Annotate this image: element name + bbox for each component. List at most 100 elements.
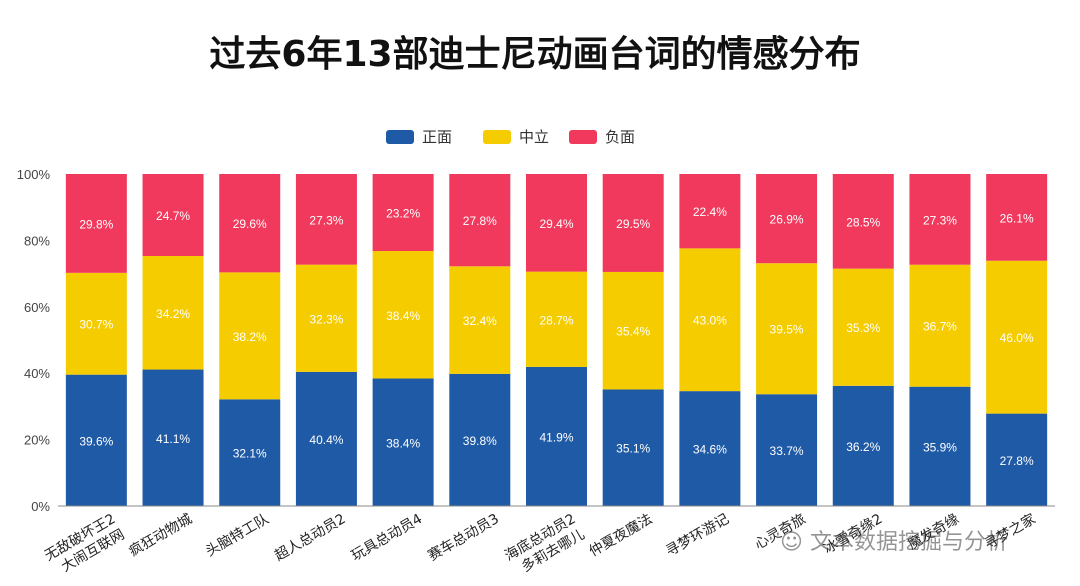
data-label: 24.7% [156,209,190,223]
data-label: 26.1% [1000,211,1034,225]
data-label: 32.4% [463,314,497,328]
bar-segment [602,389,664,506]
bar-segment [295,264,357,372]
data-label: 27.3% [309,213,343,227]
bar-segment [832,174,894,269]
watermark-text: 文本数据挖掘与分析 [809,530,1008,555]
bar-segment [756,394,818,506]
bar-segment [449,174,511,267]
data-label: 38.4% [386,436,420,450]
data-label: 36.2% [846,440,880,454]
bar-segment [142,256,204,370]
bar-segment [449,266,511,374]
bar-segment [372,251,434,379]
bar-segment [679,391,741,506]
bar-segment [219,272,281,400]
y-tick-label: 100% [17,167,51,182]
data-label: 39.5% [770,323,804,337]
x-tick-label-line: 赛车总动员3 [425,510,502,564]
bar-segment [909,386,971,506]
legend-swatch-1 [483,130,511,144]
x-tick-label-line: 头脑特工队 [203,511,272,560]
data-label: 40.4% [309,433,343,447]
data-label: 35.9% [923,440,957,454]
bar-segment [372,174,434,252]
y-tick-label: 60% [24,300,50,315]
x-tick-label: 仲夏夜魔法 [587,511,656,560]
data-label: 30.7% [79,318,113,332]
bar-segment [909,174,971,265]
bar-segment [142,174,204,257]
data-label: 28.7% [539,313,573,327]
data-label: 35.4% [616,325,650,339]
x-tick-label: 玩具总动员4 [349,511,425,564]
bar-segment [986,174,1048,261]
bar-segment [832,268,894,386]
bar-segment [372,378,434,506]
x-tick-label: 头脑特工队 [203,511,272,560]
bar-segment [986,260,1048,414]
bar-segment [679,174,741,249]
data-label: 29.8% [79,217,113,231]
bar-segment [295,174,357,265]
data-label: 29.6% [233,217,267,231]
legend-label-0: 正面 [422,128,452,146]
legend: 正面 中立 负面 [386,128,635,146]
y-axis: 0% 20% 40% 60% 80% 100% [17,167,51,514]
data-label: 33.7% [770,444,804,458]
data-label: 23.2% [386,207,420,221]
bar-segment [526,366,587,506]
data-label: 35.3% [846,321,880,335]
bar-segment [219,399,281,506]
data-label: 41.9% [539,430,573,444]
y-tick-label: 20% [24,433,50,448]
legend-swatch-2 [569,130,597,144]
x-tick-label: 超人总动员2 [272,511,348,564]
bar-segment [679,248,741,392]
data-label: 27.8% [1000,454,1034,468]
data-label: 39.8% [463,434,497,448]
legend-label-1: 中立 [519,128,549,146]
data-label: 39.6% [79,434,113,448]
data-label: 27.8% [463,214,497,228]
data-label: 35.1% [616,442,650,456]
bar-segment [909,264,971,387]
data-label: 32.1% [233,447,267,461]
chart-title: 过去6年13部迪士尼动画台词的情感分布 [209,34,860,75]
bar-segment [526,271,587,367]
data-label: 29.4% [539,217,573,231]
data-label: 28.5% [846,215,880,229]
data-label: 38.2% [233,330,267,344]
bar-segment [832,385,894,506]
bar-segment [65,174,127,273]
legend-swatch-0 [386,130,414,144]
x-tick-label-line: 超人总动员2 [272,511,348,564]
bar-segment [295,371,357,506]
legend-label-2: 负面 [605,128,635,146]
bar-segment [65,374,127,506]
data-label: 41.1% [156,432,190,446]
data-label: 36.7% [923,320,957,334]
watermark: ☺ 文本数据挖掘与分析 [780,524,1008,556]
bar-segment [65,272,127,375]
data-label: 22.4% [693,205,727,219]
bar-segment [142,369,204,506]
wechat-icon: ☺ [780,530,803,555]
bar-segment [986,413,1048,506]
bar-segment [526,174,587,272]
data-label: 34.2% [156,307,190,321]
data-label: 43.0% [693,314,727,328]
x-tick-label-line: 仲夏夜魔法 [587,511,656,560]
x-tick-label-line: 疯狂动物城 [126,511,195,560]
bars: 39.6% 30.7% 29.8% 41.1% 34.2% 24.7% 32.1% 38.2%… [65,174,1048,506]
y-tick-label: 80% [24,233,50,248]
bar-segment [756,263,818,395]
data-label: 32.3% [309,312,343,326]
x-tick-label: 赛车总动员3 [425,510,502,564]
bar-segment [602,174,664,272]
data-label: 27.3% [923,213,957,227]
x-tick-label-line: 寻梦环游记 [663,511,732,560]
